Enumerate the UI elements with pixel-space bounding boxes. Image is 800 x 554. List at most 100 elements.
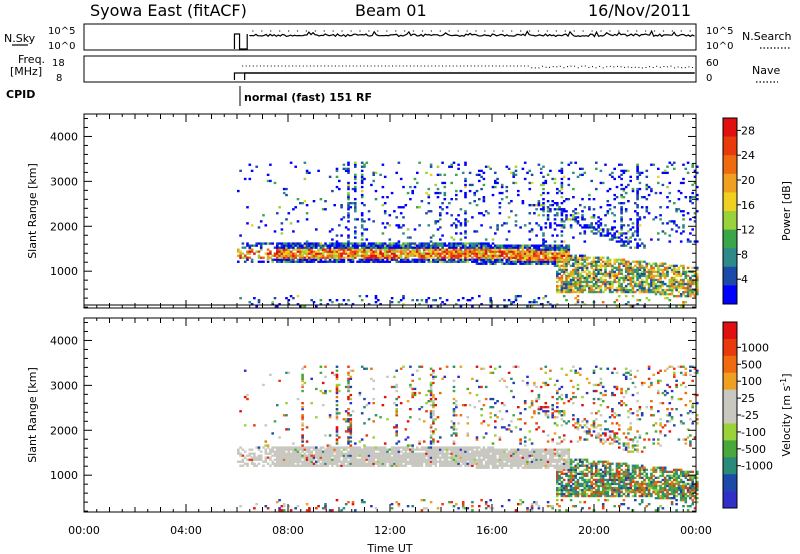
heatmap-cell (459, 238, 463, 241)
heatmap-cell (455, 406, 458, 409)
heatmap-cell (393, 450, 396, 453)
freq-strip-frame (83, 55, 697, 83)
heatmap-cell (377, 254, 380, 257)
heatmap-cell (468, 258, 472, 261)
heatmap-cell (328, 248, 332, 251)
heatmap-cell (287, 448, 291, 451)
heatmap-cell (631, 284, 635, 288)
heatmap-cell (627, 260, 630, 263)
heatmap-cell (432, 414, 435, 417)
heatmap-cell (583, 171, 587, 175)
heatmap-cell (404, 204, 408, 207)
heatmap-cell (592, 214, 596, 217)
heatmap-cell (507, 464, 511, 467)
heatmap-cell (349, 250, 353, 253)
heatmap-cell (468, 252, 472, 255)
heatmap-cell (574, 297, 577, 300)
heatmap-cell (455, 462, 458, 465)
heatmap-cell (562, 250, 566, 253)
heatmap-cell (342, 260, 346, 263)
heatmap-cell (517, 466, 520, 469)
heatmap-cell (308, 448, 311, 451)
heatmap-cell (395, 442, 398, 445)
heatmap-cell (287, 260, 291, 263)
heatmap-cell (496, 254, 499, 257)
heatmap-cell (276, 212, 279, 215)
heatmap-cell (250, 456, 254, 459)
heatmap-cell (342, 248, 346, 251)
heatmap-cell (581, 268, 584, 272)
heatmap-cell (661, 280, 665, 284)
heatmap-cell (266, 444, 270, 447)
heatmap-cell (620, 258, 623, 261)
heatmap-cell (468, 250, 472, 253)
heatmap-cell (324, 250, 327, 253)
heatmap-cell (344, 248, 348, 251)
heatmap-cell (452, 505, 456, 508)
heatmap-cell (289, 509, 293, 512)
heatmap-cell (581, 210, 584, 213)
heatmap-cell (618, 268, 621, 272)
heatmap-cell (693, 282, 697, 286)
heatmap-cell (422, 258, 426, 261)
heatmap-cell (691, 196, 694, 199)
heatmap-cell (321, 252, 325, 255)
heatmap-cell (539, 450, 543, 453)
heatmap-cell (643, 196, 646, 199)
heatmap-cell (643, 290, 646, 294)
heatmap-cell (482, 214, 486, 217)
heatmap-cell (657, 270, 660, 274)
heatmap-cell (374, 254, 378, 257)
heatmap-cell (624, 208, 628, 211)
heatmap-cell (443, 193, 447, 197)
heatmap-cell (319, 299, 323, 302)
heatmap-cell (429, 400, 433, 403)
heatmap-cell (553, 208, 557, 211)
heatmap-cell (546, 210, 550, 213)
heatmap-cell (310, 299, 313, 302)
heatmap-cell (301, 464, 304, 467)
heatmap-cell (629, 240, 632, 243)
heatmap-cell (560, 274, 564, 278)
heatmap-cell (294, 464, 297, 467)
heatmap-cell (565, 248, 568, 251)
heatmap-cell (429, 458, 433, 461)
heatmap-cell (475, 204, 479, 207)
heatmap-cell (601, 264, 605, 268)
heatmap-cell (411, 448, 414, 451)
heatmap-cell (510, 377, 513, 381)
heatmap-cell (296, 254, 300, 257)
heatmap-cell (560, 187, 564, 191)
heatmap-cell (696, 274, 699, 278)
heatmap-cell (404, 260, 408, 263)
heatmap-cell (489, 252, 492, 255)
heatmap-cell (473, 460, 476, 463)
heatmap-cell (636, 212, 639, 215)
heatmap-cell (574, 290, 577, 294)
heatmap-cell (370, 183, 373, 187)
heatmap-cell (436, 173, 440, 177)
heatmap-cell (544, 250, 548, 253)
heatmap-cell (425, 507, 428, 510)
heatmap-cell (533, 454, 536, 457)
heatmap-cell (280, 250, 284, 253)
heatmap-cell (282, 454, 286, 457)
heatmap-cell (507, 252, 511, 255)
heatmap-cell (585, 268, 589, 272)
heatmap-cell (521, 167, 525, 171)
heatmap-cell (379, 244, 382, 247)
heatmap-cell (519, 252, 522, 255)
heatmap-cell (533, 460, 536, 463)
heatmap-cell (473, 248, 476, 251)
heatmap-cell (342, 462, 346, 465)
heatmap-cell (523, 260, 527, 263)
heatmap-cell (363, 406, 366, 409)
heatmap-cell (528, 181, 532, 185)
heatmap-cell (514, 220, 518, 223)
heatmap-cell (487, 212, 490, 215)
heatmap-cell (457, 460, 460, 463)
heatmap-cell (569, 272, 573, 276)
heatmap-cell (615, 196, 619, 199)
heatmap-cell (411, 391, 414, 395)
heatmap-cell (562, 270, 566, 274)
